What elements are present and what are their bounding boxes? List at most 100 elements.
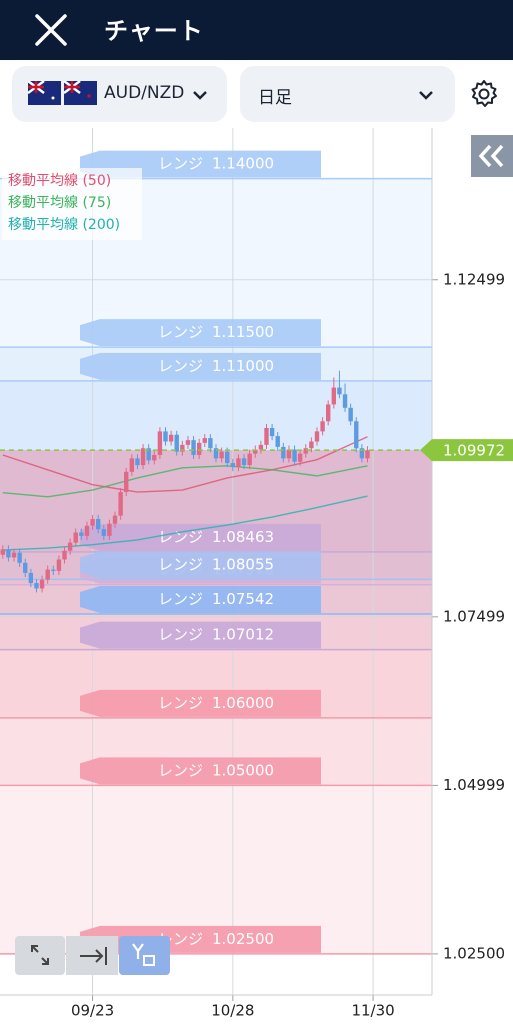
ranges: レンジ 1.14000 レンジ 1.11500 レンジ 1.11000 レンジ 1.08463… [0, 150, 432, 955]
candle-body [202, 438, 207, 443]
candle-body [230, 463, 236, 468]
range-label-box [80, 621, 321, 649]
candle-body [180, 444, 185, 452]
expand-button[interactable] [15, 936, 65, 975]
ma-line [2, 465, 368, 498]
range-label-box [80, 551, 321, 579]
range-value: 1.07012 [212, 626, 274, 644]
range-value: 1.07542 [212, 590, 274, 608]
overlays: 移動平均線 (50) 移動平均線 (75) 移動平均線 (200) [0, 168, 432, 451]
moving-averages [2, 436, 368, 551]
close-icon [35, 14, 67, 46]
candle-body [236, 458, 241, 468]
candle-body [107, 523, 112, 536]
y-tick-label: 1.12499 [443, 270, 505, 288]
candle-body [152, 454, 157, 461]
chevron [419, 91, 433, 100]
chart: レンジ 1.14000 レンジ 1.11500 レンジ 1.11000 レンジ 1.08463… [0, 128, 513, 1020]
flag-star [87, 94, 91, 98]
range-label-box [80, 352, 321, 380]
candle-body [95, 519, 101, 530]
settings-button[interactable] [469, 79, 499, 109]
candle-body [39, 579, 45, 589]
candle-body [359, 448, 365, 459]
candle-body [281, 446, 286, 459]
candle-body [297, 453, 303, 462]
range-name: レンジ [158, 626, 203, 644]
candle-body [342, 394, 348, 408]
range-name: レンジ [158, 155, 203, 173]
candle-body [73, 532, 78, 543]
range-name: レンジ [158, 590, 203, 608]
gear-outline [471, 80, 497, 107]
range-zone [0, 380, 432, 451]
candle-body [286, 449, 292, 459]
app-header: チャート [0, 0, 513, 60]
candle-body [258, 444, 264, 450]
collapse-button[interactable] [471, 135, 513, 177]
candle-body [28, 572, 34, 584]
candle-body [135, 458, 140, 466]
candle-body [225, 451, 230, 464]
candle-body [23, 562, 28, 573]
candle-body [208, 438, 213, 449]
candle-body [303, 448, 308, 454]
candle-body [90, 519, 95, 526]
flag-cross [64, 81, 80, 93]
candle-body [62, 550, 67, 560]
candle-body [253, 449, 258, 454]
timeframe-select[interactable]: 日足 [240, 66, 455, 122]
range-value: 1.11000 [212, 357, 274, 375]
y-tick-label: 1.02500 [443, 944, 505, 962]
candle-body [275, 436, 280, 447]
candle-body [51, 569, 56, 571]
candle-body [354, 421, 359, 449]
page-title: チャート [104, 17, 204, 45]
y-lock-icon [132, 943, 144, 959]
candle-body [213, 448, 219, 459]
candle-body [292, 449, 297, 462]
range-label-box [80, 585, 321, 613]
scroll-end-icon [80, 947, 107, 965]
candle-body [56, 559, 62, 571]
candle-body [79, 532, 84, 536]
range-value: 1.06000 [212, 694, 274, 712]
candle-body [0, 549, 6, 555]
symbol-select[interactable]: AUD/NZD [12, 66, 227, 122]
close-button[interactable] [31, 10, 71, 50]
candle-body [124, 471, 129, 493]
range-label-box [80, 319, 321, 347]
candle-body [185, 440, 191, 445]
candle-body [241, 458, 247, 466]
candle-body [11, 552, 17, 558]
candle-body [157, 431, 163, 455]
range-label-box [80, 757, 321, 785]
flag-star [51, 96, 55, 100]
timeframe-label: 日足 [258, 88, 292, 108]
range-name: レンジ [158, 694, 203, 712]
range-label-box [80, 523, 321, 551]
chevron-path [419, 91, 433, 100]
legend-box [2, 168, 142, 240]
candle-body [264, 428, 269, 445]
toolbar: AUD/NZD 日足 [0, 60, 513, 128]
y-tick-label: 1.04999 [443, 776, 505, 794]
range-zone [0, 450, 432, 786]
x-tick-label: 11/30 [351, 1002, 394, 1020]
current-price-badge [420, 439, 513, 462]
legend-entry: 移動平均線 (50) [8, 173, 111, 189]
expand-icon [31, 945, 49, 965]
range-name: レンジ [158, 357, 203, 375]
candle-body [331, 387, 337, 405]
candle-body [129, 458, 135, 472]
candle-body [309, 441, 314, 449]
lock-icon [143, 955, 155, 966]
chevron [193, 91, 207, 100]
current-price-label: 1.09972 [443, 442, 505, 460]
candle-body [348, 407, 353, 422]
candle-body [196, 442, 202, 455]
range-name: レンジ [158, 555, 203, 573]
candle-body [326, 404, 331, 422]
